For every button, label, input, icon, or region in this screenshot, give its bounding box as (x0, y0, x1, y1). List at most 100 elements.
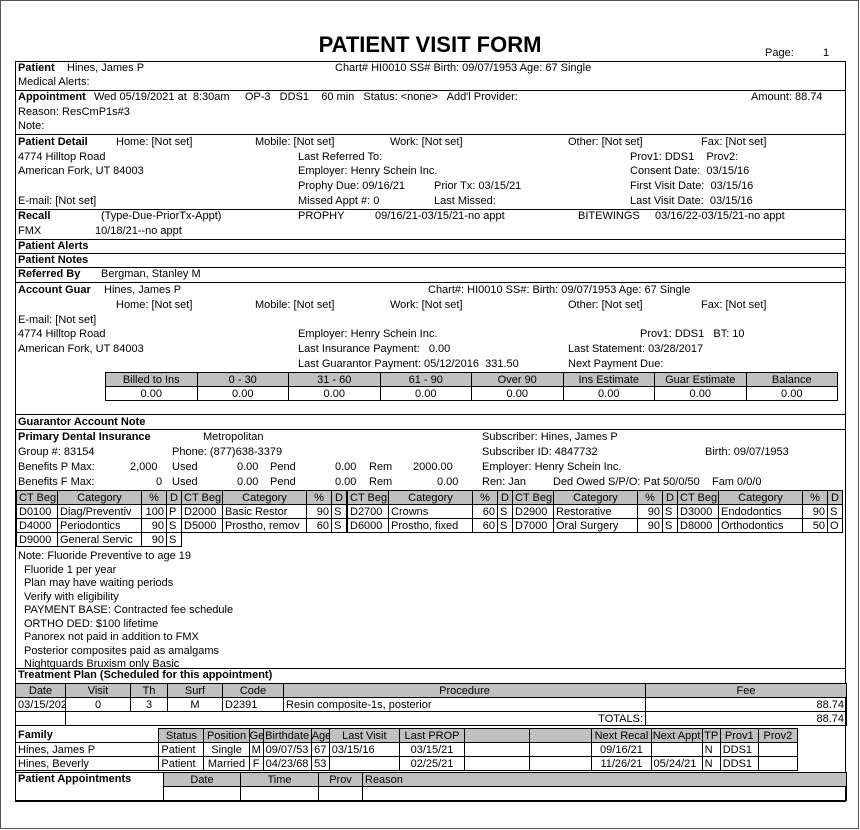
aging-header-row: Billed to Ins 0 - 30 31 - 60 61 - 90 Over 90… (105, 372, 838, 387)
coverage-deductible: S (662, 518, 678, 533)
family-cell: 05/24/21 (650, 756, 703, 771)
coverage-code: D9000 (16, 532, 58, 547)
family-table: FamilyStatusPositionGenBirthdateAgeLast … (14, 728, 799, 771)
family-cell (529, 756, 593, 771)
coverage-percent: 100 (141, 504, 167, 519)
guar-chart-line: Chart#: HI0010 SS#: Birth: 09/07/1953 Ag… (428, 284, 691, 296)
recall-fmx: 10/18/21--no appt (95, 225, 182, 237)
divider (15, 209, 845, 210)
coverage-percent: 90 (802, 504, 828, 519)
family-cell (757, 742, 799, 757)
treatment-header: Procedure (283, 683, 646, 698)
coverage-percent: 90 (141, 532, 167, 547)
coverage-table: CT Beg Category% D D2000 Basic Restor 90 S D500… (181, 490, 347, 533)
providers: Prov1: DDS1 Prov2: (630, 151, 739, 163)
coverage-header-row: CT Beg Category% D (181, 490, 347, 505)
treatment-row[interactable]: 03/15/202103MD2391Resin composite-1s, po… (15, 697, 847, 712)
family-cell: 04/23/68 (262, 756, 312, 771)
family-member-row[interactable]: Hines, James P Patient Single M 09/07/53 67 03… (14, 742, 799, 757)
family-header (464, 728, 531, 743)
coverage-category: Endodontics (718, 504, 803, 519)
family-cell (464, 756, 531, 771)
coverage-percent: 90 (637, 504, 663, 519)
coverage-deductible: S (497, 518, 513, 533)
coverage-row: D2700 Crowns 60 S (347, 504, 513, 519)
f-rem: 0.00 (437, 476, 459, 488)
page-number: 1 (823, 47, 830, 59)
coverage-header: % (637, 490, 663, 505)
patient-name: Hines, James P (67, 62, 145, 74)
appointment-line: Wed 05/19/2021 at 8:30am OP-3 DDS1 60 mi… (94, 91, 518, 103)
treatment-tooth: 3 (130, 697, 168, 712)
family-cell: 09/16/21 (591, 742, 652, 757)
insurance-note-line: Panorex not paid in addition to FMX (24, 631, 199, 643)
appt-cell (318, 786, 363, 801)
p-rem-label: Rem (369, 461, 393, 473)
recall-fmx-type: FMX (18, 225, 42, 237)
family-cell: N (701, 756, 721, 771)
address-line2: American Fork, UT 84003 (18, 165, 144, 177)
treatment-header: Surf (167, 683, 223, 698)
coverage-category: Prostho, remov (222, 518, 307, 533)
employer: Employer: Henry Schein Inc. (298, 165, 438, 177)
aging-header: Billed to Ins (105, 372, 198, 387)
insurance-label: Primary Dental Insurance (18, 431, 151, 443)
work-phone: Work: [Not set] (390, 136, 463, 148)
email: E-mail: [Not set] (18, 195, 97, 207)
coverage-row: D2900 Restorative 90 S (512, 504, 678, 519)
appt-cell (362, 786, 847, 801)
insurance-carrier: Metropolitan (203, 431, 264, 443)
appointment-label: Appointment (18, 91, 86, 103)
coverage-header: D (497, 490, 513, 505)
referred-by-label: Referred By (18, 268, 81, 280)
coverage-header: Category (718, 490, 803, 505)
coverage-header-row: CT Beg Category% D (16, 490, 182, 505)
p-max-label: Benefits P Max: (18, 461, 95, 473)
guar-other: Other: [Not set] (568, 299, 643, 311)
coverage-deductible: S (166, 532, 182, 547)
family-cell: 03/15/21 (398, 742, 466, 757)
coverage-row: D3000 Endodontics 90 S (677, 504, 843, 519)
coverage-percent: 60 (472, 504, 498, 519)
insurance-note-line: Note: Fluoride Preventive to age 19 (18, 550, 192, 562)
totals-label: TOTALS: (65, 711, 646, 726)
guar-prov: Prov1: DDS1 BT: 10 (640, 328, 745, 340)
last-statement: Last Statement: 03/28/2017 (568, 343, 704, 355)
treatment-surface: M (167, 697, 223, 712)
coverage-category: Orthodontics (718, 518, 803, 533)
aging-value: 0.00 (471, 386, 564, 401)
f-rem-label: Rem (369, 476, 393, 488)
family-cell: Married (203, 756, 250, 771)
coverage-category: Restorative (553, 504, 638, 519)
family-cell: F (248, 756, 264, 771)
coverage-header-row: CT Beg Category% D (512, 490, 678, 505)
guar-address2: American Fork, UT 84003 (18, 343, 144, 355)
coverage-header: Category (388, 490, 473, 505)
coverage-row: D2000 Basic Restor 90 S (181, 504, 347, 519)
guar-address1: 4774 Hilltop Road (18, 328, 106, 340)
subscriber-birth: Birth: 09/07/1953 (705, 446, 789, 458)
guar-work: Work: [Not set] (390, 299, 463, 311)
coverage-header: CT Beg (181, 490, 223, 505)
family-cell: 02/25/21 (398, 756, 466, 771)
address-line1: 4774 Hilltop Road (18, 151, 106, 163)
coverage-header: D (166, 490, 182, 505)
aging-table: Billed to Ins 0 - 30 31 - 60 61 - 90 Over 90… (105, 372, 838, 401)
family-member-row[interactable]: Hines, Beverly Patient Married F 04/23/68 53 0… (14, 756, 799, 771)
coverage-category: Crowns (388, 504, 473, 519)
insurance-note-line: Nightguards Bruxism only Basic (24, 658, 180, 670)
appointment-reason: Reason: ResCmP1s#3 (18, 106, 130, 118)
last-guarantor-payment: Last Guarantor Payment: 05/12/2016 331.5… (298, 358, 519, 370)
coverage-percent: 90 (637, 518, 663, 533)
appt-cell (163, 786, 241, 801)
divider (15, 239, 845, 240)
treatment-procedure: Resin composite-1s, posterior (283, 697, 646, 712)
family-cell (757, 756, 799, 771)
coverage-header: CT Beg (16, 490, 58, 505)
coverage-category: Periodontics (57, 518, 142, 533)
treatment-header: Th (130, 683, 168, 698)
f-max-label: Benefits F Max: (18, 476, 95, 488)
divider (15, 429, 845, 430)
coverage-category: Oral Surgery (553, 518, 638, 533)
coverage-code: D4000 (16, 518, 58, 533)
